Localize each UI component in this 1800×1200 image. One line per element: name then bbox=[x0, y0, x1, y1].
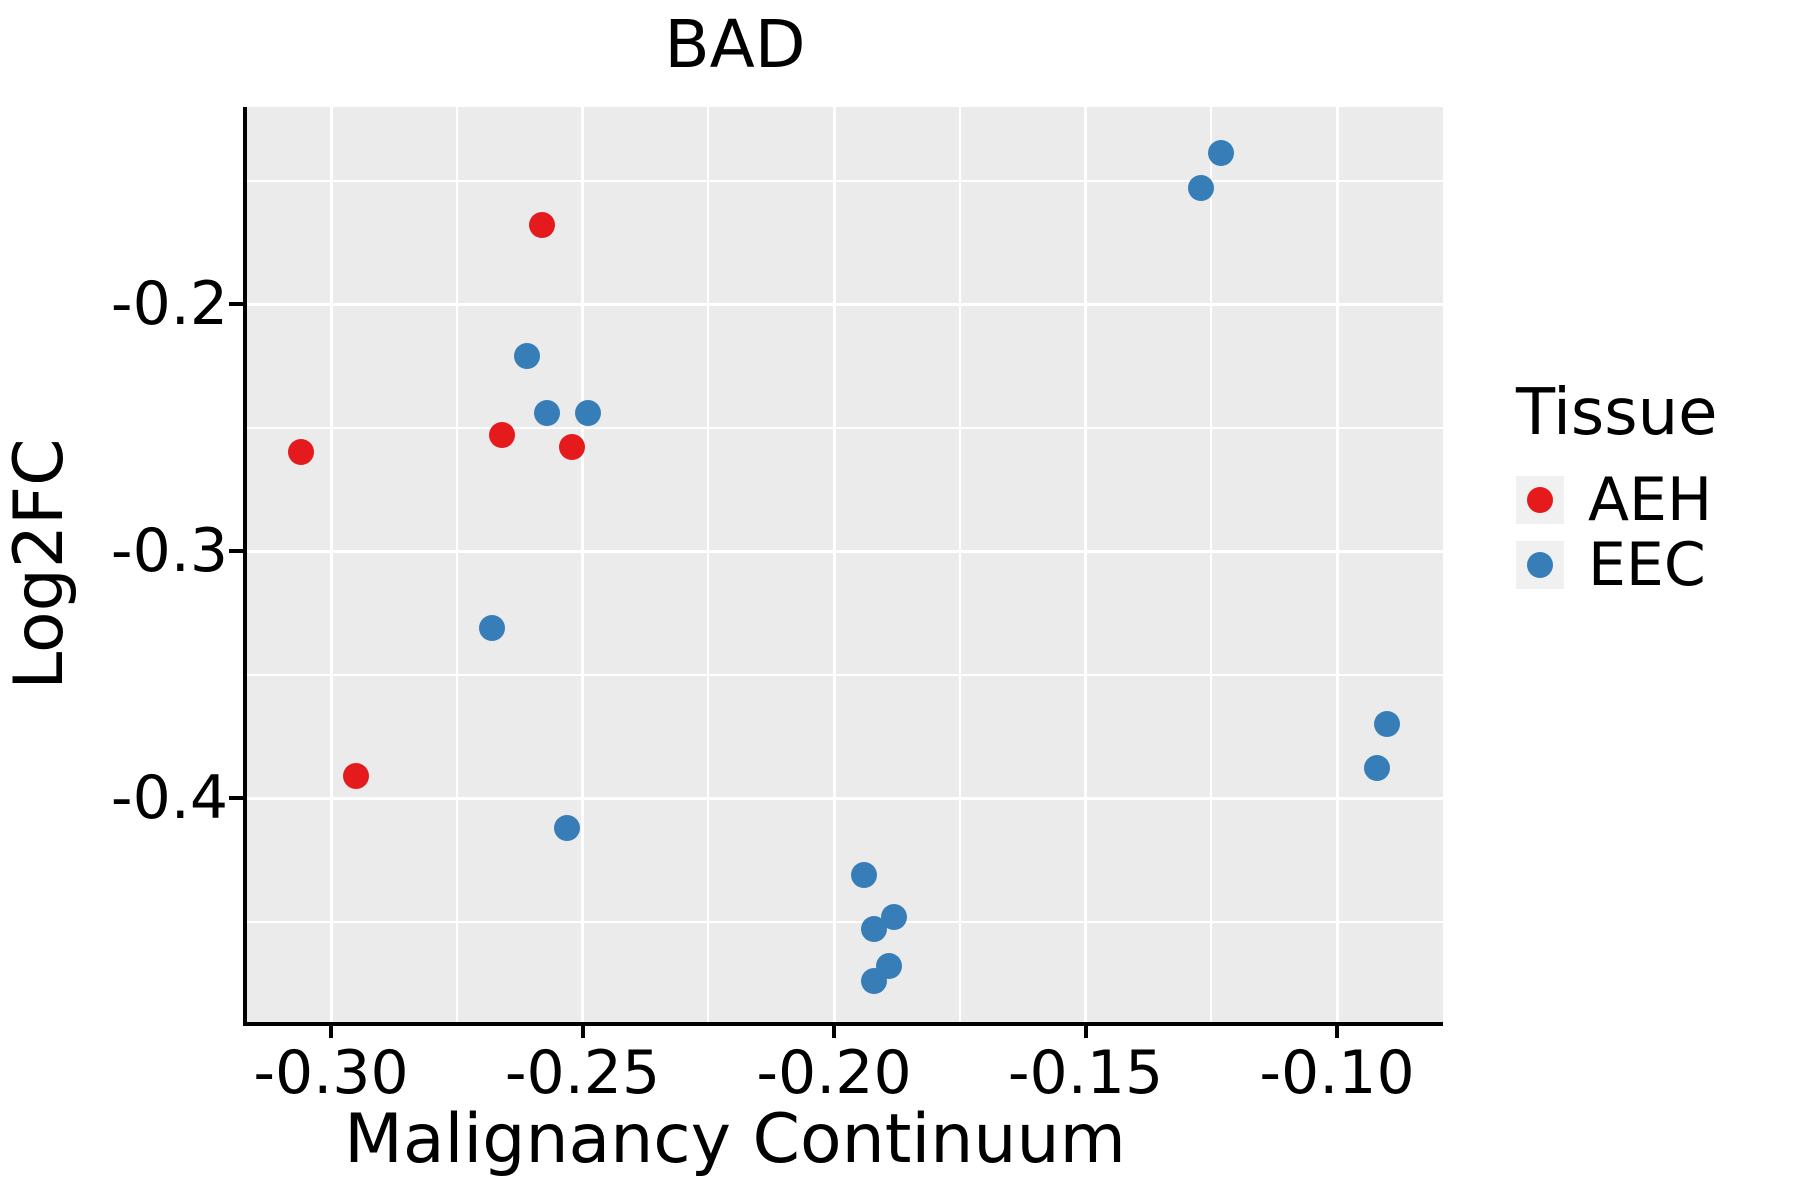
x-axis-tick bbox=[1083, 1024, 1088, 1038]
major-gridline-y bbox=[247, 549, 1443, 553]
data-point-aeh bbox=[529, 211, 556, 238]
legend-item-label: EEC bbox=[1588, 530, 1706, 600]
data-point-aeh bbox=[343, 762, 370, 789]
data-point-eec bbox=[1374, 710, 1401, 737]
major-gridline-x bbox=[1084, 107, 1087, 1022]
legend-item-eec: EEC bbox=[1516, 530, 1718, 600]
data-point-eec bbox=[1188, 174, 1215, 201]
legend-title: Tissue bbox=[1516, 376, 1718, 450]
major-gridline-x bbox=[1335, 107, 1339, 1022]
data-point-eec bbox=[514, 342, 541, 369]
x-axis-title: Malignancy Continuum bbox=[344, 1100, 1126, 1179]
minor-gridline-x bbox=[958, 107, 961, 1022]
data-point-eec bbox=[478, 614, 505, 641]
x-tick-label: -0.10 bbox=[1259, 1038, 1415, 1108]
minor-gridline-y bbox=[247, 179, 1443, 182]
legend-items: AEH EEC bbox=[1516, 465, 1718, 600]
x-axis-tick bbox=[832, 1024, 836, 1038]
major-gridline-x bbox=[832, 107, 836, 1022]
y-tick-label: -0.4 bbox=[110, 763, 228, 833]
plot-panel bbox=[247, 107, 1443, 1022]
y-axis-tick bbox=[229, 302, 243, 306]
minor-gridline-y bbox=[247, 673, 1443, 676]
legend-item-aeh: AEH bbox=[1516, 465, 1718, 535]
data-point-eec bbox=[876, 952, 903, 979]
data-point-eec bbox=[574, 399, 601, 426]
legend-key bbox=[1516, 476, 1564, 524]
data-point-aeh bbox=[489, 421, 516, 448]
x-tick-label: -0.25 bbox=[504, 1038, 661, 1108]
x-axis-tick bbox=[580, 1024, 585, 1038]
y-axis-tick bbox=[229, 796, 243, 800]
legend-dot-icon bbox=[1527, 552, 1553, 578]
legend-key bbox=[1516, 541, 1564, 589]
minor-gridline-x bbox=[707, 107, 710, 1022]
data-point-eec bbox=[881, 903, 908, 930]
y-tick-label: -0.2 bbox=[110, 269, 228, 339]
legend-dot-icon bbox=[1527, 487, 1553, 513]
minor-gridline-y bbox=[247, 426, 1443, 429]
y-axis-line bbox=[243, 107, 247, 1026]
x-tick-label: -0.30 bbox=[253, 1038, 409, 1108]
x-tick-label: -0.15 bbox=[1007, 1038, 1164, 1108]
major-gridline-y bbox=[247, 302, 1443, 306]
minor-gridline-y bbox=[247, 920, 1443, 923]
y-axis-tick bbox=[229, 549, 243, 553]
major-gridline-y bbox=[247, 796, 1443, 800]
y-tick-label: -0.3 bbox=[110, 516, 228, 586]
data-point-eec bbox=[1208, 140, 1235, 167]
x-axis-line bbox=[243, 1022, 1443, 1026]
x-axis-tick bbox=[329, 1024, 333, 1038]
x-tick-label: -0.20 bbox=[756, 1038, 912, 1108]
major-gridline-x bbox=[581, 107, 584, 1022]
minor-gridline-x bbox=[1210, 107, 1213, 1022]
data-point-aeh bbox=[287, 439, 314, 466]
plot-title: BAD bbox=[664, 6, 806, 83]
data-point-eec bbox=[554, 814, 581, 841]
data-point-eec bbox=[534, 399, 561, 426]
minor-gridline-x bbox=[455, 107, 458, 1022]
legend: Tissue AEH EEC bbox=[1516, 378, 1718, 606]
legend-item-label: AEH bbox=[1588, 465, 1713, 535]
data-point-aeh bbox=[559, 434, 586, 461]
data-point-eec bbox=[851, 861, 878, 888]
x-axis-tick bbox=[1335, 1024, 1339, 1038]
data-point-eec bbox=[1364, 755, 1391, 782]
major-gridline-x bbox=[329, 107, 333, 1022]
